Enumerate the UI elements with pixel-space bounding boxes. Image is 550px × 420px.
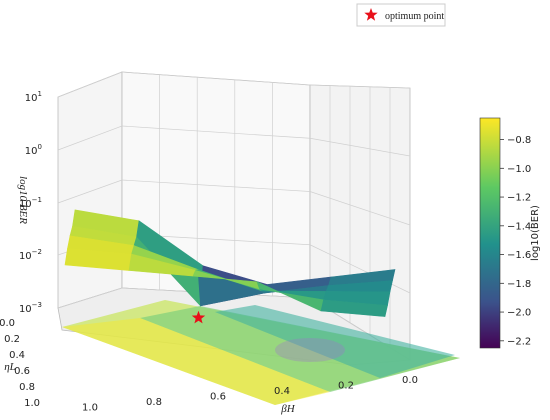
grid-line (121, 71, 311, 86)
z-tick-label: 101 (25, 90, 42, 104)
y-tick-label: 0.0 (0, 318, 15, 329)
x-tick-label: 0.8 (146, 397, 162, 408)
legend: optimum point (356, 3, 446, 27)
grid-line (57, 125, 123, 151)
colorbar-tick-label: −1.0 (507, 164, 531, 175)
y-axis: 0.0 0.2 0.4 0.6 0.8 1.0 (0, 318, 40, 409)
floor-contour-high (62, 318, 330, 405)
colorbar-tick-label: −2.0 (507, 308, 531, 319)
grid-line (121, 125, 311, 139)
colorbar-label: log10(BER) (530, 205, 541, 261)
optimum-star-legend-icon (364, 8, 378, 21)
colorbar-tick-label: −1.6 (507, 250, 531, 261)
x-tick-label: 0.4 (274, 386, 290, 397)
y-tick-label: 1.0 (24, 398, 40, 409)
floor-contour-low (215, 305, 455, 378)
colorbar-tick-label: −1.8 (507, 279, 531, 290)
colorbar-gradient (479, 117, 501, 349)
grid-line (309, 191, 411, 226)
left-pane (57, 71, 123, 309)
colorbar-tick-label: −0.8 (507, 135, 531, 146)
y-tick-label: 0.4 (9, 350, 25, 361)
z-tick-label: 10−2 (19, 248, 42, 262)
surface-patch (320, 299, 388, 317)
ber-surface (64, 209, 396, 317)
grid-line (57, 287, 123, 309)
y-tick-label: 0.2 (4, 334, 20, 345)
grid-line (309, 137, 411, 157)
legend-box (356, 3, 446, 27)
z-tick-label: 100 (25, 143, 42, 157)
grid-line (57, 71, 123, 98)
floor-contour (62, 300, 460, 405)
colorbar-tick-label: −2.2 (507, 336, 531, 347)
x-tick-label: 1.0 (82, 403, 98, 414)
x-tick-label: 0.2 (338, 381, 354, 392)
colorbar-tick-label: −1.2 (507, 193, 531, 204)
colorbar: −0.8 −1.0 −1.2 −1.4 −1.6 −1.8 −2.0 −2.2 log10(B… (479, 117, 541, 349)
z-tick-label: 10−3 (19, 301, 42, 315)
x-tick-label: 0.6 (210, 392, 226, 403)
grid-line (309, 84, 411, 89)
y-tick-label: 0.8 (19, 382, 35, 393)
x-tick-label: 0.0 (402, 375, 418, 386)
z-axis-label: log10 BER (17, 176, 29, 224)
y-tick-label: 0.6 (14, 366, 30, 377)
colorbar-tick-label: −1.4 (507, 221, 531, 232)
colorbar-ticks: −0.8 −1.0 −1.2 −1.4 −1.6 −1.8 −2.0 −2.2 (500, 135, 531, 347)
floor-contour-minimum (275, 338, 345, 362)
x-axis-label: βH (280, 403, 295, 415)
grid-line (57, 179, 123, 204)
grid-line (309, 244, 411, 294)
optimum-point-star (191, 310, 206, 324)
grid-line (121, 179, 311, 192)
x-axis: 0.0 0.2 0.4 0.6 0.8 1.0 (82, 375, 418, 414)
y-axis-label: ηL (4, 361, 16, 373)
legend-label: optimum point (385, 11, 444, 22)
